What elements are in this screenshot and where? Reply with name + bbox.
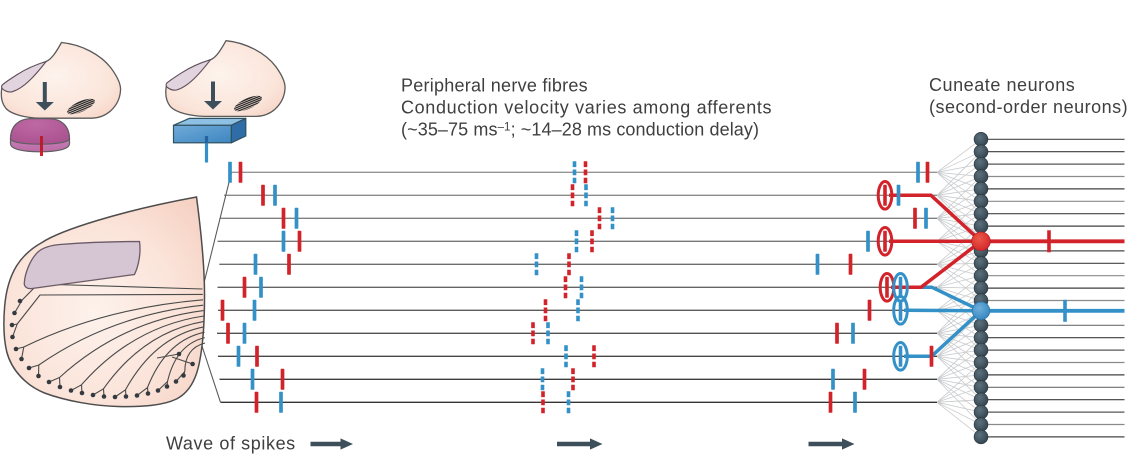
svg-text:(~35–75 ms–1; ~14–28 ms conduc: (~35–75 ms–1; ~14–28 ms conduction delay… bbox=[401, 120, 759, 140]
svg-text:(second-order neurons): (second-order neurons) bbox=[929, 97, 1128, 117]
svg-text:Conduction velocity varies amo: Conduction velocity varies among afferen… bbox=[401, 98, 772, 118]
svg-text:Cuneate neurons: Cuneate neurons bbox=[929, 75, 1075, 95]
svg-text:Peripheral nerve fibres: Peripheral nerve fibres bbox=[401, 76, 588, 96]
svg-text:Wave of spikes: Wave of spikes bbox=[166, 434, 296, 454]
